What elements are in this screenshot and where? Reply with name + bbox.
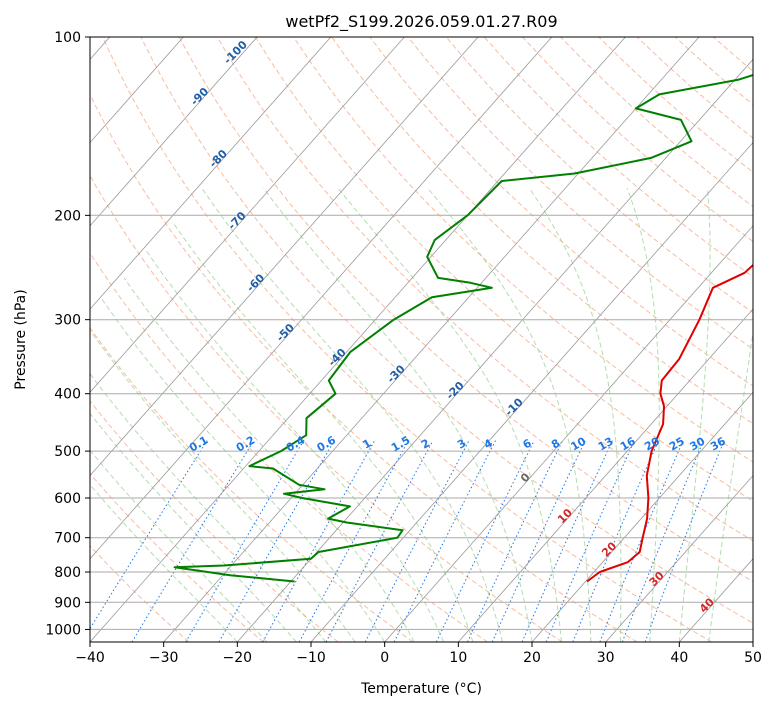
y-axis-label: Pressure (hPa) — [13, 289, 29, 389]
mixing-ratio-line — [491, 440, 586, 642]
mixing-ratio-line — [521, 440, 613, 642]
moist-adiabat — [201, 187, 503, 642]
isotherm-line — [458, 308, 753, 642]
x-tick-label: −20 — [223, 650, 253, 666]
isotherm-line — [90, 37, 405, 393]
y-tick-label: 600 — [54, 491, 81, 507]
isotherm-line — [605, 474, 753, 642]
isotherm-line — [90, 37, 184, 144]
mixing-ratio-line — [131, 440, 255, 642]
x-tick-label: 0 — [380, 650, 389, 666]
isotherm-line — [90, 37, 626, 642]
mixing-ratio-line — [218, 440, 335, 642]
isotherm-line — [237, 58, 753, 642]
dry-adiabat — [140, 37, 753, 624]
dry-adiabat — [90, 252, 488, 642]
y-tick-label: 100 — [54, 30, 81, 46]
mixing-ratio-line — [393, 440, 496, 642]
mixing-ratio-line — [545, 440, 635, 642]
chart-title: wetPf2_S199.2026.059.01.27.R09 — [285, 12, 557, 32]
dry-adiabat — [102, 37, 712, 642]
moist-adiabat — [90, 412, 297, 642]
x-tick-label: 30 — [597, 650, 615, 666]
y-tick-label: 500 — [54, 444, 81, 460]
x-tick-label: −40 — [75, 650, 105, 666]
x-axis-label: Temperature (°C) — [360, 681, 482, 697]
x-tick-label: 40 — [670, 650, 688, 666]
moist-adiabat — [337, 187, 562, 642]
y-tick-label: 300 — [54, 313, 81, 329]
dry-adiabat — [178, 37, 753, 583]
mixing-ratio-line — [298, 440, 409, 642]
y-tick-label: 800 — [54, 565, 81, 581]
isotherm-line — [90, 37, 479, 477]
dry-adiabat — [254, 37, 753, 502]
moist-adiabat — [90, 449, 268, 642]
dry-adiabat — [293, 37, 753, 463]
dry-adiabat — [407, 37, 753, 350]
y-tick-label: 400 — [54, 387, 81, 403]
moist-adiabat — [100, 297, 386, 642]
profile-line — [586, 263, 753, 583]
background-lines — [90, 37, 753, 642]
moist-adiabat — [678, 188, 711, 642]
x-tick-label: −10 — [296, 650, 326, 666]
x-tick-label: −30 — [149, 650, 179, 666]
y-tick-label: 200 — [54, 208, 81, 224]
y-tick-label: 900 — [54, 595, 81, 611]
moist-adiabat — [171, 221, 474, 642]
isotherm-line — [384, 225, 753, 642]
isotherm-line — [90, 37, 332, 310]
moist-adiabat — [90, 484, 238, 642]
moist-adiabat — [626, 188, 660, 642]
y-tick-label: 1000 — [45, 622, 81, 638]
moist-adiabat — [90, 329, 356, 642]
sounding-profiles — [173, 74, 753, 583]
isotherm-line — [90, 37, 553, 560]
dry-adiabat — [90, 472, 264, 642]
moist-adiabat — [90, 372, 327, 642]
plot-frame — [89, 36, 754, 643]
mixing-ratio-line — [572, 440, 660, 642]
moist-adiabat — [146, 251, 445, 642]
dry-adiabat — [369, 37, 753, 387]
moist-adiabat — [123, 277, 415, 642]
mixing-ratio-line — [185, 440, 305, 642]
x-tick-label: 10 — [449, 650, 467, 666]
isotherm-line — [531, 391, 753, 642]
x-tick-label: 50 — [744, 650, 762, 666]
x-tick-label: 20 — [523, 650, 541, 666]
dry-adiabat — [90, 400, 339, 642]
mixing-ratio-line — [262, 440, 376, 642]
moist-adiabat — [528, 187, 622, 642]
isotherm-line — [90, 37, 258, 227]
isotherm-line — [163, 37, 700, 642]
profile-line — [173, 74, 753, 583]
axes: −40 −30 −20 −10 0 10 20 30 40 50 100 200 300 400 500 60… — [45, 30, 762, 666]
y-tick-label: 700 — [54, 531, 81, 547]
dry-adiabat — [90, 174, 563, 642]
mixing-ratio-line — [90, 440, 208, 630]
isotherm-line — [310, 141, 753, 642]
moist-adiabat — [263, 187, 533, 642]
dry-adiabat — [90, 93, 638, 642]
